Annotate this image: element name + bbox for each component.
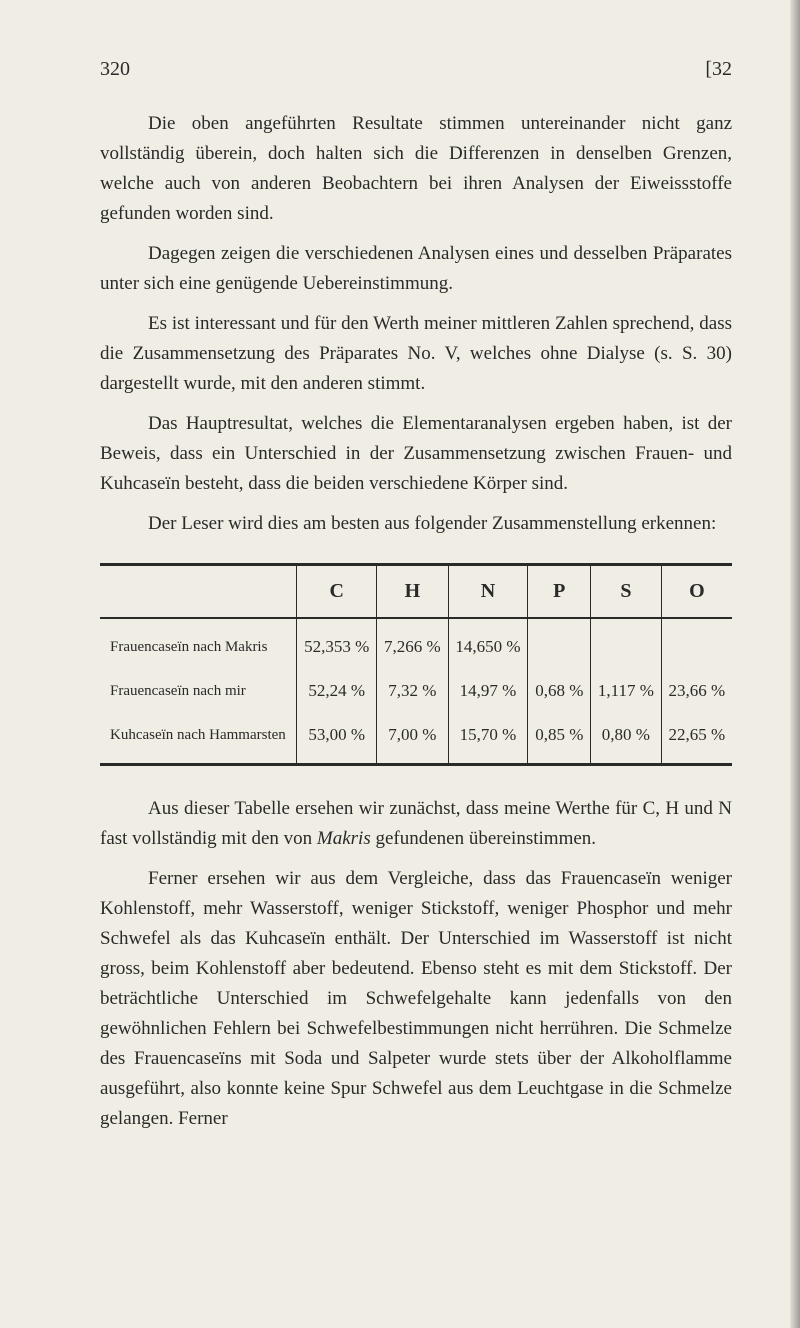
table-header-p: P xyxy=(528,565,591,619)
table-row-label: Kuhcaseïn nach Hammarsten xyxy=(100,713,297,765)
page-number-left: 320 xyxy=(100,58,130,81)
table-cell: 1,117 % xyxy=(591,669,662,713)
table-cell: 15,70 % xyxy=(448,713,528,765)
table-cell: 0,68 % xyxy=(528,669,591,713)
table-header-s: S xyxy=(591,565,662,619)
table-cell xyxy=(528,618,591,669)
table-cell xyxy=(591,618,662,669)
table-row-label: Frauencaseïn nach mir xyxy=(100,669,297,713)
table-header-n: N xyxy=(448,565,528,619)
table-cell: 52,353 % xyxy=(297,618,377,669)
table-cell: 52,24 % xyxy=(297,669,377,713)
table-cell: 7,32 % xyxy=(377,669,448,713)
paragraph-6b: gefundenen übereinstimmen. xyxy=(371,828,596,849)
paragraph-5: Der Leser wird dies am besten aus folgen… xyxy=(100,509,732,539)
page-header: 320 [32 xyxy=(100,58,732,81)
table-cell: 53,00 % xyxy=(297,713,377,765)
table-cell: 14,650 % xyxy=(448,618,528,669)
table-cell: 7,266 % xyxy=(377,618,448,669)
table-row-label: Frauencaseïn nach Makris xyxy=(100,618,297,669)
table-cell: 0,85 % xyxy=(528,713,591,765)
table-cell: 22,65 % xyxy=(661,713,732,765)
table-header-empty xyxy=(100,565,297,619)
page-number-right: [32 xyxy=(705,58,732,81)
table-row: Kuhcaseïn nach Hammarsten 53,00 % 7,00 %… xyxy=(100,713,732,765)
paragraph-7: Ferner ersehen wir aus dem Vergleiche, d… xyxy=(100,864,732,1134)
page-edge-shadow xyxy=(790,0,800,1328)
table-row: Frauencaseïn nach mir 52,24 % 7,32 % 14,… xyxy=(100,669,732,713)
paragraph-2: Dagegen zeigen die verschiedenen Analyse… xyxy=(100,239,732,299)
table-cell: 14,97 % xyxy=(448,669,528,713)
table-header-c: C xyxy=(297,565,377,619)
table-cell xyxy=(661,618,732,669)
analysis-table: C H N P S O Frauencaseïn nach Makris 52,… xyxy=(100,563,732,766)
table-header-o: O xyxy=(661,565,732,619)
paragraph-1: Die oben angeführten Resultate stimmen u… xyxy=(100,109,732,229)
paragraph-6: Aus dieser Tabelle ersehen wir zunächst,… xyxy=(100,794,732,854)
table-header-h: H xyxy=(377,565,448,619)
table-cell: 7,00 % xyxy=(377,713,448,765)
table-row: Frauencaseïn nach Makris 52,353 % 7,266 … xyxy=(100,618,732,669)
paragraph-3: Es ist interessant und für den Werth mei… xyxy=(100,309,732,399)
table-cell: 0,80 % xyxy=(591,713,662,765)
paragraph-6-italic: Makris xyxy=(317,828,371,849)
paragraph-4: Das Hauptresultat, welches die Elementar… xyxy=(100,409,732,499)
table-cell: 23,66 % xyxy=(661,669,732,713)
table-header-row: C H N P S O xyxy=(100,565,732,619)
